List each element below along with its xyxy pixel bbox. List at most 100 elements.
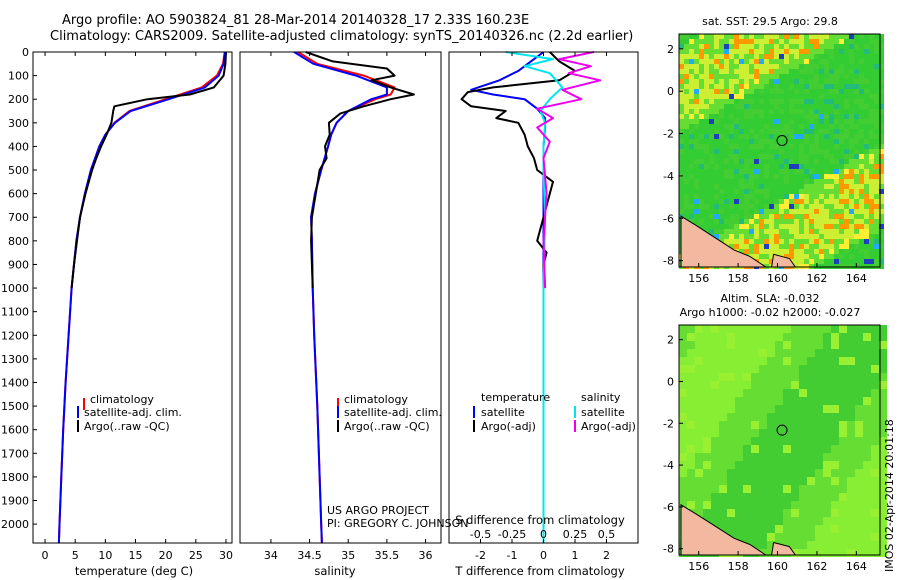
sst-cell: [739, 99, 744, 104]
sst-cell: [714, 119, 719, 124]
sst-cell: [769, 134, 774, 139]
map-y-tick-label: -2: [663, 417, 674, 430]
sst-cell: [864, 139, 869, 144]
sst-cell: [874, 109, 879, 114]
sst-cell: [784, 74, 789, 79]
sst-cell: [699, 124, 704, 129]
sst-cell: [824, 74, 829, 79]
sst-cell: [774, 54, 779, 59]
sla-cell: [831, 485, 839, 493]
sst-cell: [774, 94, 779, 99]
sla-cell: [719, 381, 727, 389]
sst-cell: [794, 99, 799, 104]
sst-cell: [764, 159, 769, 164]
sla-cell: [719, 501, 727, 509]
sst-cell: [764, 239, 769, 244]
sla-cell: [759, 357, 767, 365]
sst-cell: [719, 99, 724, 104]
sst-cell: [824, 79, 829, 84]
sst-cell: [739, 124, 744, 129]
sla-cell: [863, 445, 871, 453]
sla-cell: [767, 477, 775, 485]
sst-cell: [699, 99, 704, 104]
sla-cell: [863, 357, 871, 365]
sst-cell: [779, 194, 784, 199]
map-x-tick-label: 158: [728, 272, 749, 285]
sst-cell: [704, 74, 709, 79]
y-tick-label: 300: [8, 117, 29, 130]
sst-cell: [689, 154, 694, 159]
sst-cell: [799, 194, 804, 199]
sst-cell: [774, 129, 779, 134]
sst-cell: [704, 224, 709, 229]
sla-cell: [743, 397, 751, 405]
sst-cell: [714, 224, 719, 229]
sst-cell: [804, 79, 809, 84]
sst-cell: [694, 194, 699, 199]
sst-cell: [719, 94, 724, 99]
sst-cell: [689, 184, 694, 189]
sst-cell: [774, 84, 779, 89]
sst-cell: [874, 114, 879, 119]
sst-cell: [794, 164, 799, 169]
sst-cell: [859, 189, 864, 194]
sst-cell: [849, 159, 854, 164]
sst-cell: [764, 129, 769, 134]
sst-cell: [879, 199, 884, 204]
sst-cell: [734, 49, 739, 54]
sla-cell: [791, 381, 799, 389]
sst-cell: [804, 169, 809, 174]
sst-cell: [759, 104, 764, 109]
sla-cell: [807, 381, 815, 389]
sst-cell: [839, 124, 844, 129]
sst-cell: [749, 39, 754, 44]
sst-cell: [794, 204, 799, 209]
sst-cell: [839, 59, 844, 64]
sst-cell: [714, 49, 719, 54]
sst-cell: [819, 114, 824, 119]
sla-cell: [711, 333, 719, 341]
sst-cell: [739, 119, 744, 124]
sla-cell: [727, 501, 735, 509]
legend-label-sal-argo: Argo(-adj): [581, 420, 636, 433]
sla-cell: [871, 405, 879, 413]
sst-cell: [734, 74, 739, 79]
sla-cell: [783, 469, 791, 477]
sst-cell: [859, 114, 864, 119]
sla-cell: [831, 421, 839, 429]
sla-cell: [815, 357, 823, 365]
sst-cell: [684, 144, 689, 149]
sst-cell: [839, 204, 844, 209]
sst-cell: [754, 99, 759, 104]
sst-cell: [834, 74, 839, 79]
sst-cell: [714, 124, 719, 129]
sla-cell: [863, 533, 871, 541]
sst-cell: [869, 199, 874, 204]
sst-cell: [704, 129, 709, 134]
sst-cell: [784, 104, 789, 109]
sst-cell: [734, 169, 739, 174]
sst-cell: [744, 229, 749, 234]
sla-cell: [791, 365, 799, 373]
sst-cell: [749, 44, 754, 49]
sst-cell: [724, 44, 729, 49]
sla-cell: [831, 525, 839, 533]
sst-cell: [754, 79, 759, 84]
sst-cell: [819, 34, 824, 39]
sla-cell: [783, 517, 791, 525]
sst-cell: [814, 134, 819, 139]
sla-cell: [863, 501, 871, 509]
sla-cell: [871, 325, 879, 333]
sst-cell: [694, 84, 699, 89]
sla-cell: [839, 429, 847, 437]
sst-cell: [709, 69, 714, 74]
sst-cell: [689, 189, 694, 194]
sst-cell: [849, 234, 854, 239]
sst-cell: [689, 54, 694, 59]
sla-cell: [711, 421, 719, 429]
sst-cell: [714, 179, 719, 184]
sla-cell: [767, 437, 775, 445]
sst-cell: [714, 184, 719, 189]
sst-cell: [844, 224, 849, 229]
sst-cell: [754, 174, 759, 179]
